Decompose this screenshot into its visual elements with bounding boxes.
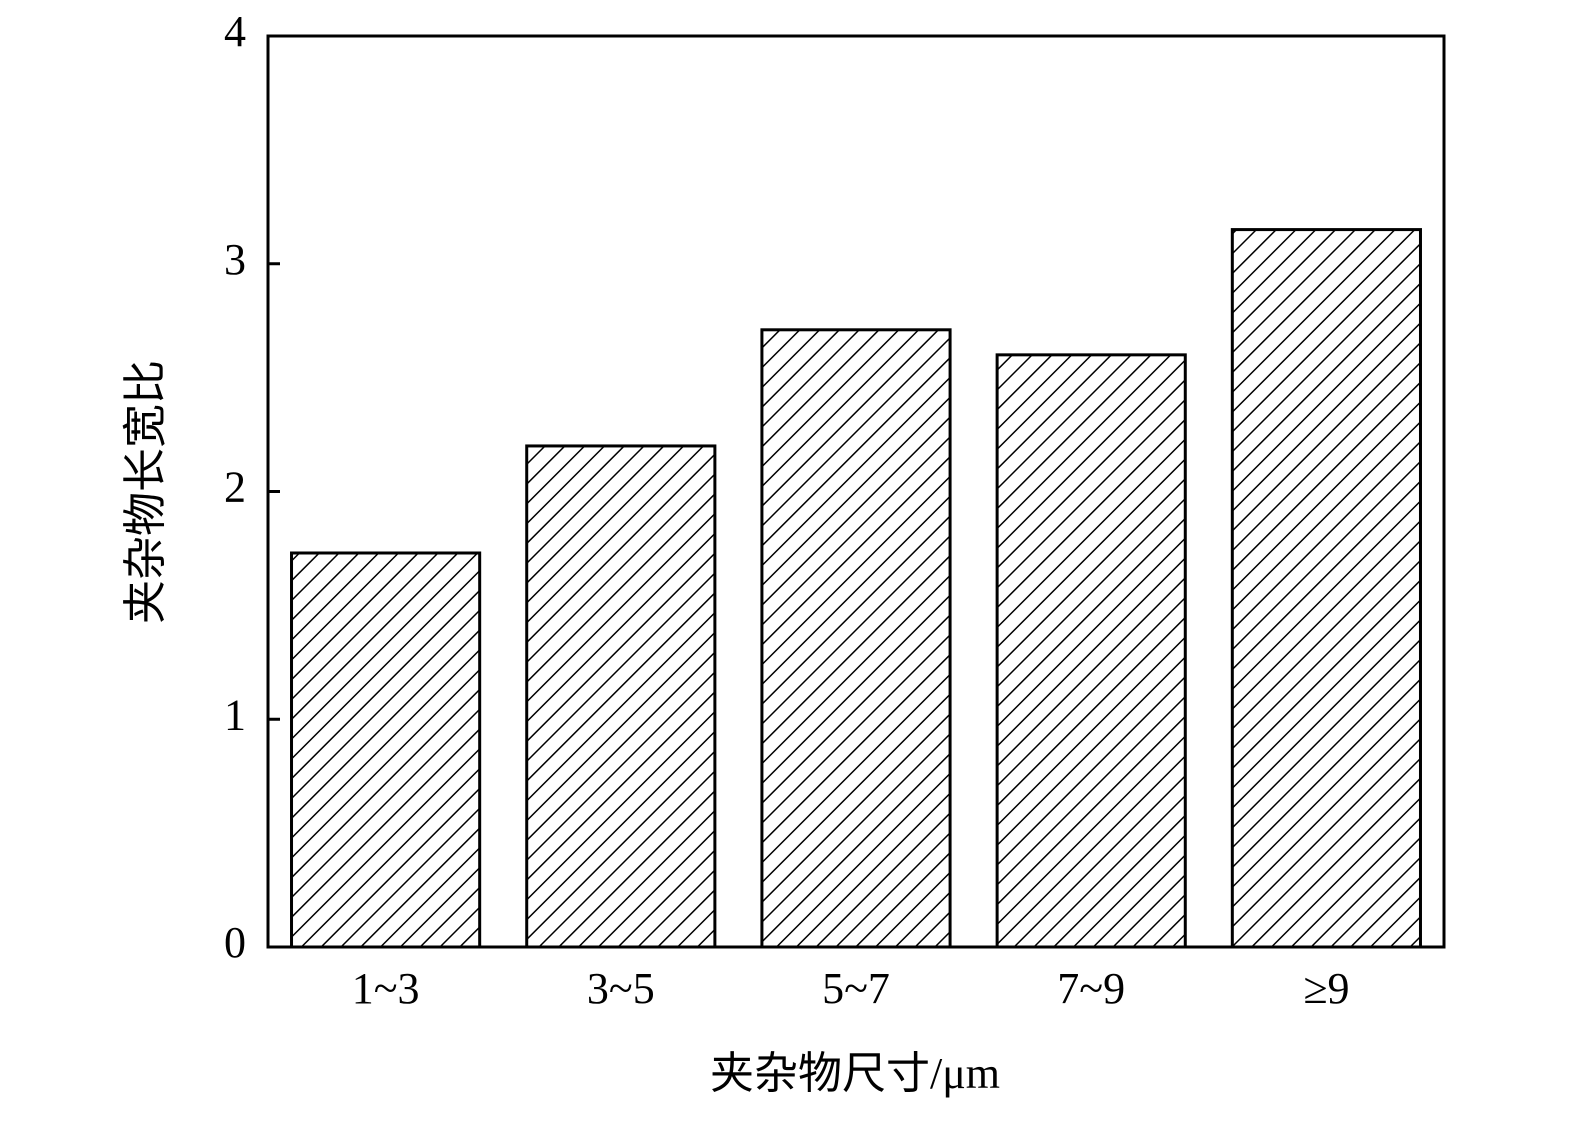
y-tick-label: 1: [224, 690, 246, 739]
plot-frame: [266, 34, 1446, 949]
y-tick-label: 0: [224, 918, 246, 967]
bar: [525, 444, 717, 949]
x-tick-label: 1~3: [352, 964, 420, 1013]
bar: [290, 551, 482, 949]
y-tick-label: 2: [224, 463, 246, 512]
bar: [1230, 228, 1422, 949]
x-axis-label: 夹杂物尺寸/μm: [710, 1049, 1000, 1098]
x-tick-label: 3~5: [587, 964, 655, 1013]
y-tick-label: 3: [224, 235, 246, 284]
bar: [995, 353, 1187, 949]
x-tick-label: 7~9: [1057, 964, 1125, 1013]
x-tick-label: ≥9: [1303, 964, 1349, 1013]
y-axis-label: 夹杂物长宽比: [121, 360, 170, 624]
x-tick-label: 5~7: [822, 964, 890, 1013]
y-tick-label: 4: [224, 7, 246, 56]
bar: [760, 328, 952, 949]
